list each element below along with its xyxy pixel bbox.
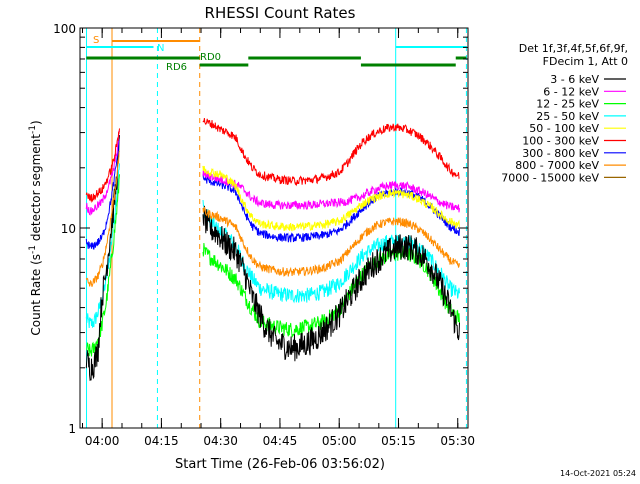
legend-label: 12 - 25 keV [536,98,599,111]
legend-label: 25 - 50 keV [536,110,599,123]
x-tick-label: 04:30 [203,434,238,448]
legend: Det 1f,3f,4f,5f,6f,9f, FDecim 1, Att 0 3… [501,42,628,184]
series-line [86,174,120,357]
x-axis-label: Start Time (26-Feb-06 03:56:02) [175,457,385,472]
legend-label: 100 - 300 keV [522,135,599,148]
legend-label: 300 - 800 keV [522,147,599,160]
series-line [85,150,120,287]
y-axis-label-sup: -1 [28,245,38,254]
y-axis-label-part: ) [29,120,43,125]
legend-header-line: FDecim 1, Att 0 [543,55,628,68]
annotation-label: RD0 [200,52,221,63]
series-line [202,206,460,277]
y-axis-label-part: detector segment [29,134,43,245]
series-line [202,174,460,243]
plot-area: S N RD0 RD6 [85,28,467,428]
y-axis-label-part: Count Rate (s [29,254,43,336]
y-tick-label: 100 [53,22,76,36]
series-line [85,130,120,216]
x-axis-ticks: 04:00 04:15 04:30 04:45 05:00 05:15 05:30 [81,28,475,448]
series-line [202,165,460,232]
legend-label: 3 - 6 keV [550,73,599,86]
x-tick-label: 04:00 [85,434,120,448]
x-tick-label: 04:15 [144,434,179,448]
series-line [85,138,120,250]
chart-title: RHESSI Count Rates [205,4,356,22]
legend-label: 7000 - 15000 keV [501,171,599,184]
x-tick-label: 05:00 [322,434,357,448]
series-line [202,205,460,362]
annotation-label: N [157,43,164,54]
legend-label: 6 - 12 keV [543,85,599,98]
series-line [202,118,460,187]
y-axis-label: Count Rate (s-1 detector segment-1) [28,120,43,335]
annotation-label: S [93,35,99,46]
y-tick-label: 1 [68,422,76,436]
footer-timestamp: 14-Oct-2021 05:24 [560,469,636,478]
series-line [202,169,460,213]
x-tick-label: 04:45 [263,434,298,448]
y-axis-ticks: 1 10 100 [53,22,468,436]
y-axis-label-sup: -1 [28,125,38,134]
y-tick-label: 10 [61,222,76,236]
x-tick-label: 05:30 [440,434,475,448]
legend-header-line: Det 1f,3f,4f,5f,6f,9f, [519,42,628,55]
x-tick-label: 05:15 [381,434,416,448]
series-line [85,135,120,382]
annotation-label: RD6 [166,62,187,73]
legend-label: 50 - 100 keV [529,122,599,135]
legend-label: 800 - 7000 keV [515,159,599,172]
series-line [85,128,120,203]
